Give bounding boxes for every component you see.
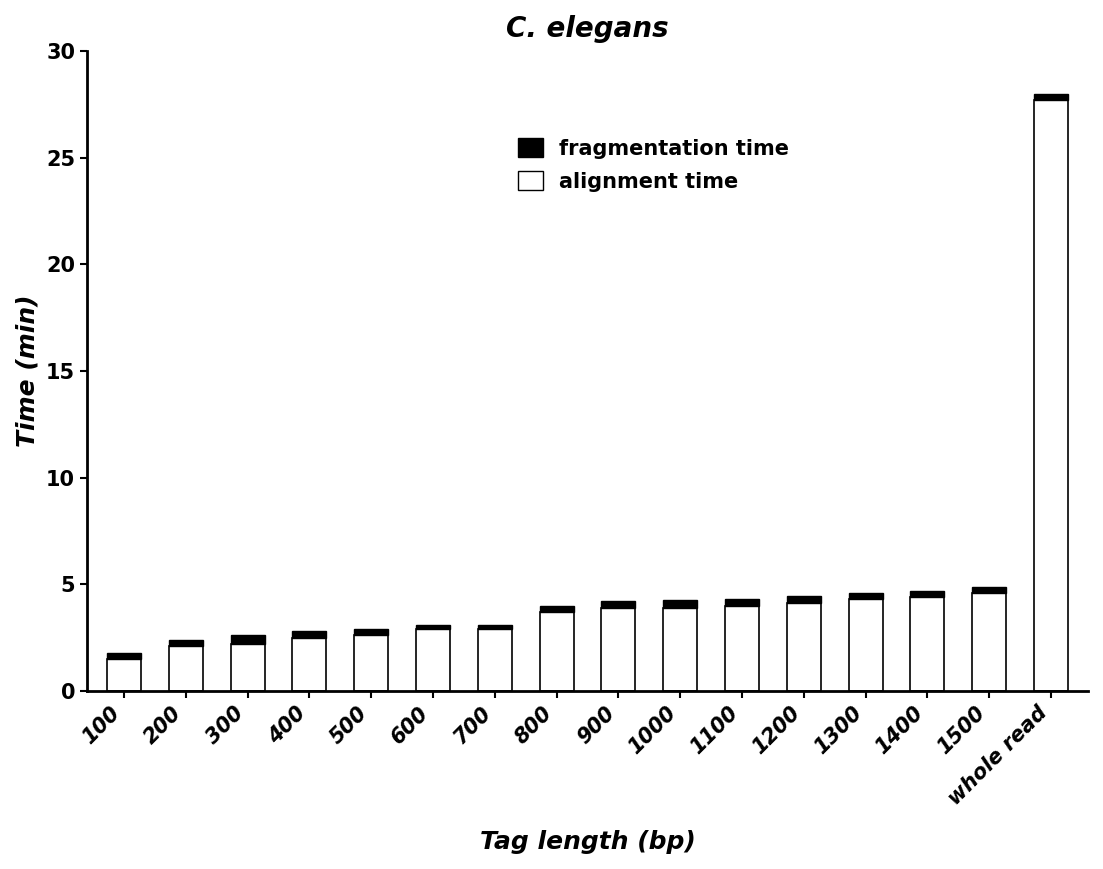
Title: C. elegans: C. elegans — [506, 15, 668, 43]
Bar — [354, 635, 388, 691]
Bar — [972, 593, 1006, 691]
Y-axis label: Time (min): Time (min) — [15, 295, 39, 448]
Bar — [478, 629, 512, 691]
Bar — [539, 612, 574, 691]
Bar — [972, 587, 1006, 593]
Bar — [601, 607, 635, 691]
Bar — [910, 591, 944, 597]
Bar — [169, 640, 203, 647]
Bar — [725, 606, 759, 691]
Bar — [601, 601, 635, 607]
Bar — [786, 603, 821, 691]
Bar — [292, 631, 326, 638]
Bar — [292, 638, 326, 691]
Bar — [231, 644, 265, 691]
Bar — [231, 635, 265, 644]
Bar — [786, 596, 821, 603]
Bar — [1034, 100, 1068, 691]
Bar — [478, 625, 512, 629]
Bar — [354, 629, 388, 635]
Bar — [539, 606, 574, 612]
Bar — [416, 629, 450, 691]
Bar — [416, 625, 450, 629]
Legend: fragmentation time, alignment time: fragmentation time, alignment time — [517, 138, 790, 191]
Bar — [107, 659, 141, 691]
Bar — [848, 600, 882, 691]
Bar — [725, 600, 759, 606]
Bar — [848, 593, 882, 600]
Bar — [910, 597, 944, 691]
X-axis label: Tag length (bp): Tag length (bp) — [480, 830, 695, 854]
Bar — [663, 600, 697, 607]
Bar — [107, 653, 141, 659]
Bar — [169, 647, 203, 691]
Bar — [663, 607, 697, 691]
Bar — [1034, 94, 1068, 100]
